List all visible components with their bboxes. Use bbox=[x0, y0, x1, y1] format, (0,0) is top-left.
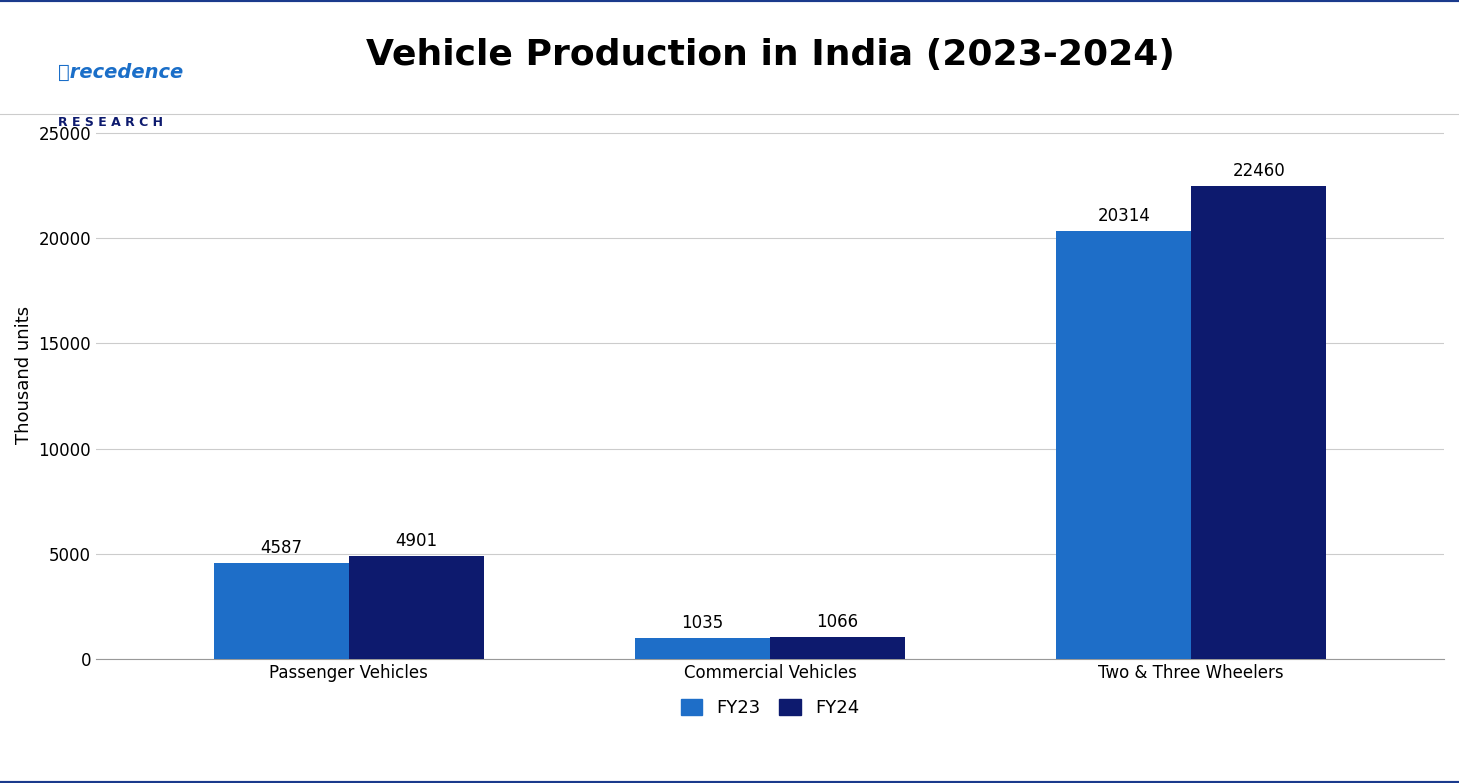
Text: 4901: 4901 bbox=[395, 532, 438, 550]
Text: 4587: 4587 bbox=[260, 539, 302, 557]
Bar bbox=[1056, 232, 1191, 659]
Bar bbox=[349, 556, 483, 659]
Legend: FY23, FY24: FY23, FY24 bbox=[674, 691, 867, 724]
Y-axis label: Thousand units: Thousand units bbox=[15, 306, 34, 444]
Text: Ⓟrecedence: Ⓟrecedence bbox=[58, 63, 184, 82]
Title: Vehicle Production in India (2023-2024): Vehicle Production in India (2023-2024) bbox=[366, 38, 1174, 73]
Bar bbox=[1191, 186, 1326, 659]
Bar bbox=[214, 563, 349, 659]
Text: 20314: 20314 bbox=[1097, 207, 1150, 226]
Bar bbox=[770, 637, 905, 659]
Bar bbox=[635, 637, 770, 659]
Text: 22460: 22460 bbox=[1233, 162, 1285, 180]
Text: 1066: 1066 bbox=[817, 613, 858, 631]
Text: 1035: 1035 bbox=[681, 614, 724, 632]
Text: R E S E A R C H: R E S E A R C H bbox=[58, 116, 163, 129]
